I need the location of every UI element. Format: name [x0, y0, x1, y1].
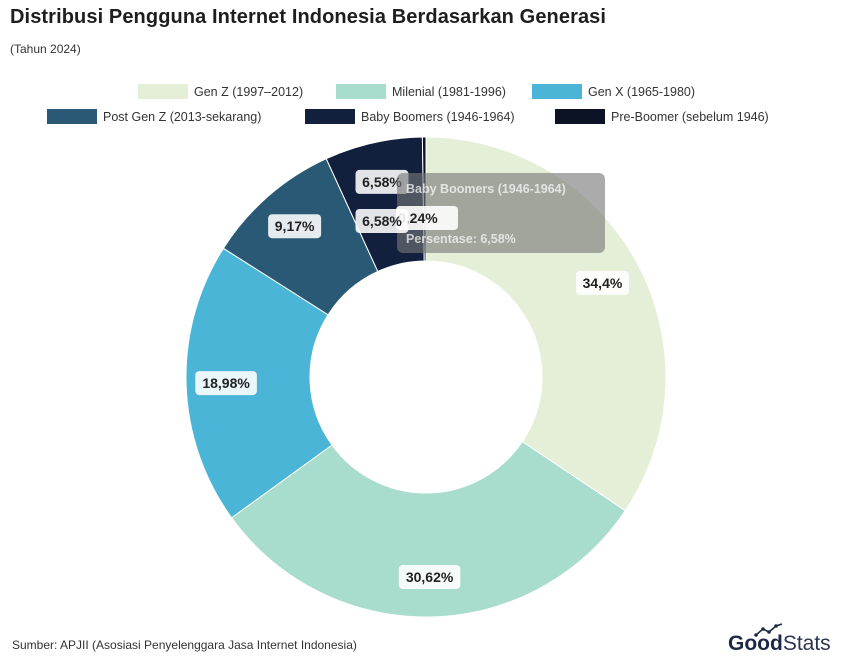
data-label-post-gen-z-2013-sekarang: 9,17%: [268, 214, 322, 239]
legend-swatch: [305, 109, 355, 124]
data-label-text: 6,58%: [362, 213, 402, 229]
data-label-gen-z-1997-2012: 34,4%: [575, 270, 629, 295]
legend-label: Gen Z (1997–2012): [194, 85, 303, 99]
source-note: Sumber: APJII (Asosiasi Penyelenggara Ja…: [12, 638, 357, 652]
data-label-text: 18,98%: [202, 375, 250, 391]
legend-swatch: [47, 109, 97, 124]
data-label-box: [268, 214, 322, 239]
brand-good-text: Good: [728, 623, 783, 656]
legend-item-gen-z-1997-2012[interactable]: Gen Z (1997–2012): [138, 84, 303, 99]
data-label-box: [396, 206, 458, 230]
data-label-baby-boomers-1946-1964-front: 6,58%: [355, 209, 409, 233]
tooltip-title: Baby Boomers (1946-1964): [406, 182, 566, 196]
data-label-text: 6,58%: [362, 174, 402, 190]
data-label-box: [575, 270, 629, 295]
legend-item-gen-x-1965-1980[interactable]: Gen X (1965-1980): [532, 84, 695, 99]
data-label-text: 34,4%: [583, 275, 623, 291]
data-label-baby-boomers-1946-1964: 6,58%: [355, 169, 409, 194]
data-label-box: [355, 169, 409, 194]
legend-item-pre-boomer-sebelum-1946[interactable]: Pre-Boomer (sebelum 1946): [555, 109, 769, 124]
data-label-box: [355, 209, 409, 233]
legend-swatch: [532, 84, 582, 99]
legend-swatch: [555, 109, 605, 124]
trend-line-icon: [754, 623, 783, 637]
chart-title: Distribusi Pengguna Internet Indonesia B…: [10, 6, 607, 28]
data-label-gen-x-1965-1980: 18,98%: [195, 371, 257, 396]
legend-item-milenial-1981-1996[interactable]: Milenial (1981-1996): [336, 84, 506, 99]
legend-swatch: [336, 84, 386, 99]
slice-milenial-1981-1996[interactable]: [230, 440, 627, 618]
legend-label: Pre-Boomer (sebelum 1946): [611, 110, 769, 124]
legend-item-baby-boomers-1946-1964[interactable]: Baby Boomers (1946-1964): [305, 109, 515, 124]
legend-label: Milenial (1981-1996): [392, 85, 506, 99]
goodstats-logo: Good Stats: [728, 623, 831, 656]
data-label-text: 9,17%: [275, 218, 315, 234]
hover-tooltip: Baby Boomers (1946-1964) Persentase: 6,58…: [397, 173, 605, 253]
data-label-milenial-1981-1996: 30,62%: [398, 564, 461, 589]
data-label-box: [195, 371, 257, 396]
legend-swatch: [138, 84, 188, 99]
data-label-box: [398, 564, 461, 589]
brand-stats-text: Stats: [782, 632, 831, 655]
slice-gen-x-1965-1980[interactable]: [185, 247, 333, 519]
legend-item-post-gen-z-2013-sekarang[interactable]: Post Gen Z (2013-sekarang): [47, 109, 261, 124]
legend-label: Gen X (1965-1980): [588, 85, 695, 99]
data-label-text: 30,62%: [406, 569, 454, 585]
donut-chart: Gen Z (1997–2012) Milenial (1981-1996) Gen…: [47, 84, 769, 618]
legend-label: Post Gen Z (2013-sekarang): [103, 110, 261, 124]
legend-label: Baby Boomers (1946-1964): [361, 110, 515, 124]
chart-subtitle: (Tahun 2024): [10, 42, 81, 56]
tooltip-value: Persentase: 6,58%: [406, 232, 516, 246]
tooltip-box: [397, 173, 605, 253]
